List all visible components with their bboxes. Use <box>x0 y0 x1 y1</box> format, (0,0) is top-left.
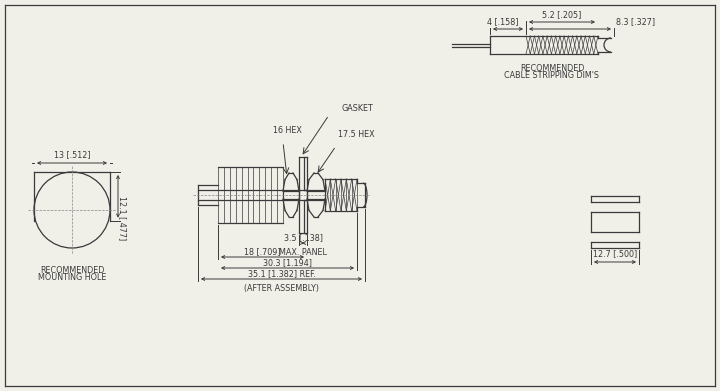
Text: 30.3 [1.194]: 30.3 [1.194] <box>263 258 312 267</box>
Text: MAX. PANEL: MAX. PANEL <box>279 248 327 257</box>
Text: CABLE STRIPPING DIM'S: CABLE STRIPPING DIM'S <box>505 71 600 80</box>
Text: MOUNTING HOLE: MOUNTING HOLE <box>38 273 106 282</box>
Text: 16 HEX: 16 HEX <box>273 126 302 135</box>
Text: GASKET: GASKET <box>341 104 373 113</box>
Text: 8.3 [.327]: 8.3 [.327] <box>616 17 655 26</box>
Text: RECOMMENDED: RECOMMENDED <box>520 64 584 73</box>
Text: 5.2 [.205]: 5.2 [.205] <box>542 10 582 19</box>
Text: RECOMMENDED: RECOMMENDED <box>40 266 104 275</box>
Text: 35.1 [1.382] REF.: 35.1 [1.382] REF. <box>248 269 315 278</box>
Text: 12.1 [.477]: 12.1 [.477] <box>117 196 127 240</box>
Text: 18 [.709]: 18 [.709] <box>244 248 281 256</box>
Text: 12.7 [.500]: 12.7 [.500] <box>593 249 637 258</box>
Text: 3.5 [.138]: 3.5 [.138] <box>284 233 323 242</box>
Text: 13 [.512]: 13 [.512] <box>54 150 90 159</box>
Text: (AFTER ASSEMBLY): (AFTER ASSEMBLY) <box>244 284 319 293</box>
Text: 17.5 HEX: 17.5 HEX <box>338 130 374 139</box>
Text: 4 [.158]: 4 [.158] <box>487 17 518 26</box>
